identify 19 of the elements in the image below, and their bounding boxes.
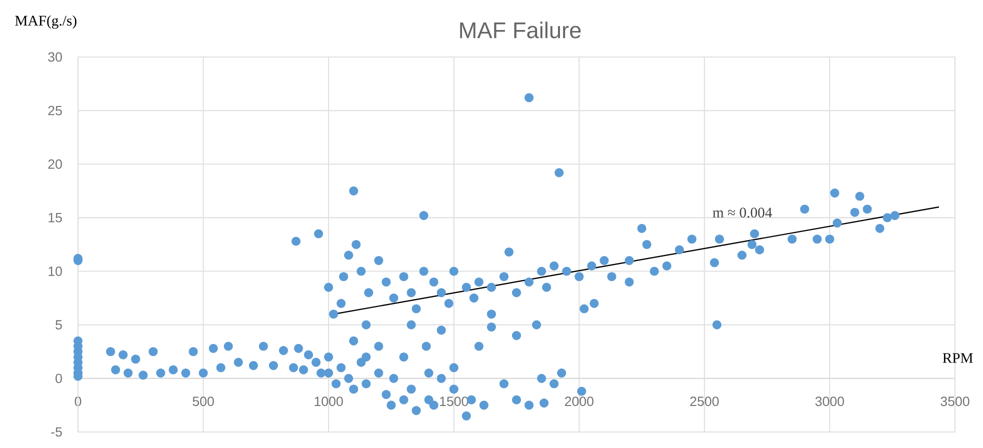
- x-tick-label: 3500: [940, 396, 970, 406]
- x-tick-label: 1000: [314, 396, 343, 406]
- y-tick-label: 15: [48, 213, 62, 222]
- y-tick-label: 10: [48, 266, 62, 276]
- x-tick-label: 3000: [815, 396, 844, 406]
- x-tick-label: 500: [192, 396, 214, 406]
- y-axis-title: MAF(g./s): [15, 15, 76, 29]
- y-tick-label: 25: [48, 106, 62, 116]
- y-tick-label: 0: [56, 374, 62, 384]
- chart-title: MAF Failure: [460, 22, 581, 38]
- x-axis-title: RPM: [942, 353, 973, 363]
- y-tick-label: 30: [48, 52, 62, 62]
- y-tick-label: -5: [51, 427, 62, 437]
- y-tick-label: 20: [48, 159, 62, 169]
- x-tick-label: 2000: [564, 396, 594, 406]
- x-tick-label: 1500: [440, 396, 468, 406]
- x-tick-label: 2500: [690, 396, 719, 406]
- y-tick-label: 5: [56, 320, 62, 330]
- annotation: m ≈ 0.004: [712, 208, 772, 218]
